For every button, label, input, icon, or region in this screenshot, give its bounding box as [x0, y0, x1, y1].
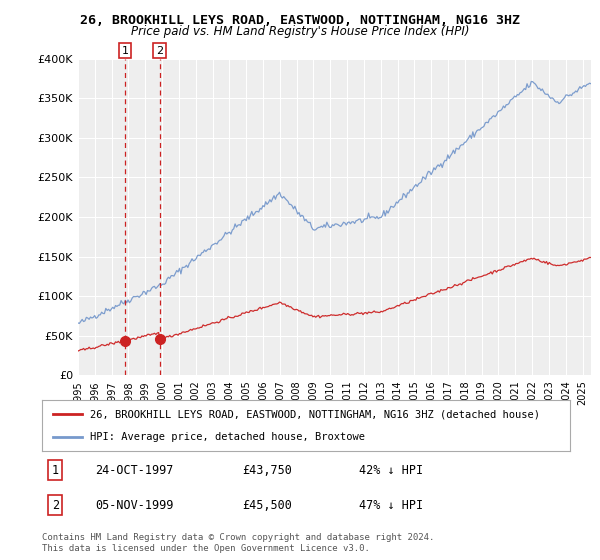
Text: 1: 1 [122, 45, 128, 55]
Text: 26, BROOKHILL LEYS ROAD, EASTWOOD, NOTTINGHAM, NG16 3HZ: 26, BROOKHILL LEYS ROAD, EASTWOOD, NOTTI… [80, 14, 520, 27]
Text: 2: 2 [52, 498, 59, 511]
Text: HPI: Average price, detached house, Broxtowe: HPI: Average price, detached house, Brox… [89, 432, 365, 442]
Text: £45,500: £45,500 [242, 498, 293, 511]
Text: £43,750: £43,750 [242, 464, 293, 477]
Text: 24-OCT-1997: 24-OCT-1997 [95, 464, 173, 477]
Text: 2: 2 [156, 45, 163, 55]
Text: 26, BROOKHILL LEYS ROAD, EASTWOOD, NOTTINGHAM, NG16 3HZ (detached house): 26, BROOKHILL LEYS ROAD, EASTWOOD, NOTTI… [89, 409, 539, 419]
Text: 47% ↓ HPI: 47% ↓ HPI [359, 498, 423, 511]
Text: Contains HM Land Registry data © Crown copyright and database right 2024.
This d: Contains HM Land Registry data © Crown c… [42, 533, 434, 553]
Text: 42% ↓ HPI: 42% ↓ HPI [359, 464, 423, 477]
Text: 1: 1 [52, 464, 59, 477]
Text: Price paid vs. HM Land Registry's House Price Index (HPI): Price paid vs. HM Land Registry's House … [131, 25, 469, 38]
Text: 05-NOV-1999: 05-NOV-1999 [95, 498, 173, 511]
